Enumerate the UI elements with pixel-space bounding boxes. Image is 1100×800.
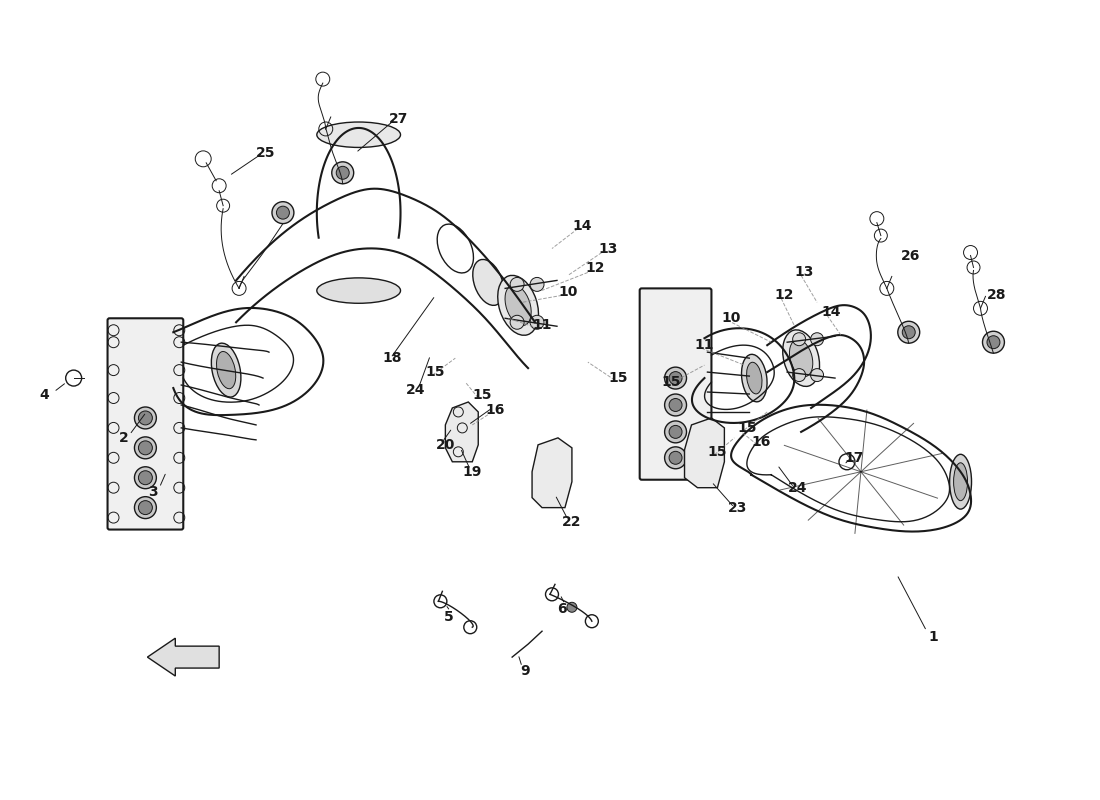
Ellipse shape xyxy=(505,285,531,326)
Text: 15: 15 xyxy=(707,445,727,459)
Text: 6: 6 xyxy=(557,602,566,616)
Text: 26: 26 xyxy=(901,249,921,262)
Text: 28: 28 xyxy=(987,288,1007,302)
FancyBboxPatch shape xyxy=(108,318,184,530)
Circle shape xyxy=(139,501,153,514)
Text: 24: 24 xyxy=(406,383,426,397)
Text: 16: 16 xyxy=(485,403,505,417)
Circle shape xyxy=(134,466,156,489)
Text: 11: 11 xyxy=(695,338,714,352)
Ellipse shape xyxy=(473,259,504,306)
Ellipse shape xyxy=(317,278,400,303)
Ellipse shape xyxy=(217,351,235,389)
Text: 25: 25 xyxy=(256,146,276,160)
Ellipse shape xyxy=(949,454,971,509)
Circle shape xyxy=(566,602,576,612)
Ellipse shape xyxy=(741,354,767,402)
Text: 5: 5 xyxy=(443,610,453,624)
Text: 15: 15 xyxy=(608,371,627,385)
Text: 13: 13 xyxy=(794,266,814,279)
Text: 19: 19 xyxy=(463,465,482,478)
Circle shape xyxy=(510,315,524,330)
Circle shape xyxy=(332,162,354,184)
Text: 23: 23 xyxy=(728,501,747,514)
Circle shape xyxy=(530,278,544,291)
Ellipse shape xyxy=(211,343,241,397)
Text: 27: 27 xyxy=(388,112,408,126)
Circle shape xyxy=(134,497,156,518)
Circle shape xyxy=(987,336,1000,349)
Text: 4: 4 xyxy=(39,388,48,402)
Circle shape xyxy=(669,426,682,438)
Ellipse shape xyxy=(783,330,820,386)
Circle shape xyxy=(134,437,156,458)
Circle shape xyxy=(664,367,686,389)
Circle shape xyxy=(276,206,289,219)
Text: 22: 22 xyxy=(562,514,582,529)
Circle shape xyxy=(664,394,686,416)
FancyArrow shape xyxy=(147,638,219,676)
Text: 15: 15 xyxy=(426,365,446,379)
Text: 20: 20 xyxy=(436,438,455,452)
Text: 18: 18 xyxy=(383,351,403,365)
FancyBboxPatch shape xyxy=(640,288,712,480)
Circle shape xyxy=(793,369,805,382)
Text: 10: 10 xyxy=(722,311,741,326)
Polygon shape xyxy=(446,402,478,462)
Circle shape xyxy=(134,407,156,429)
Text: 12: 12 xyxy=(585,262,605,275)
Ellipse shape xyxy=(497,275,539,335)
Text: 14: 14 xyxy=(822,306,840,319)
Text: 14: 14 xyxy=(572,218,592,233)
Text: 12: 12 xyxy=(774,288,794,302)
Circle shape xyxy=(337,166,349,179)
Text: 13: 13 xyxy=(598,242,617,255)
Circle shape xyxy=(811,333,824,346)
Text: 15: 15 xyxy=(662,375,681,389)
Circle shape xyxy=(530,315,544,330)
Circle shape xyxy=(664,421,686,443)
Circle shape xyxy=(793,333,805,346)
Text: 10: 10 xyxy=(559,286,578,299)
Circle shape xyxy=(139,470,153,485)
Ellipse shape xyxy=(954,462,968,501)
Circle shape xyxy=(272,202,294,224)
Ellipse shape xyxy=(317,122,400,147)
Circle shape xyxy=(669,398,682,411)
Text: 17: 17 xyxy=(845,450,864,465)
Circle shape xyxy=(811,369,824,382)
Circle shape xyxy=(139,411,153,425)
Circle shape xyxy=(898,322,920,343)
Circle shape xyxy=(982,331,1004,353)
Circle shape xyxy=(664,447,686,469)
Text: 1: 1 xyxy=(928,630,938,644)
Text: 3: 3 xyxy=(148,485,158,498)
Circle shape xyxy=(669,371,682,385)
Text: 16: 16 xyxy=(751,435,771,449)
Ellipse shape xyxy=(747,362,762,394)
Polygon shape xyxy=(532,438,572,508)
Circle shape xyxy=(902,326,915,338)
Text: 24: 24 xyxy=(788,481,807,494)
Ellipse shape xyxy=(790,340,813,377)
Text: 9: 9 xyxy=(520,664,530,678)
Text: 11: 11 xyxy=(532,318,552,332)
Circle shape xyxy=(139,441,153,455)
Text: 2: 2 xyxy=(119,431,129,445)
Polygon shape xyxy=(684,418,725,488)
Text: 15: 15 xyxy=(473,388,492,402)
Circle shape xyxy=(669,451,682,464)
Circle shape xyxy=(510,278,524,291)
Text: 15: 15 xyxy=(738,421,757,435)
